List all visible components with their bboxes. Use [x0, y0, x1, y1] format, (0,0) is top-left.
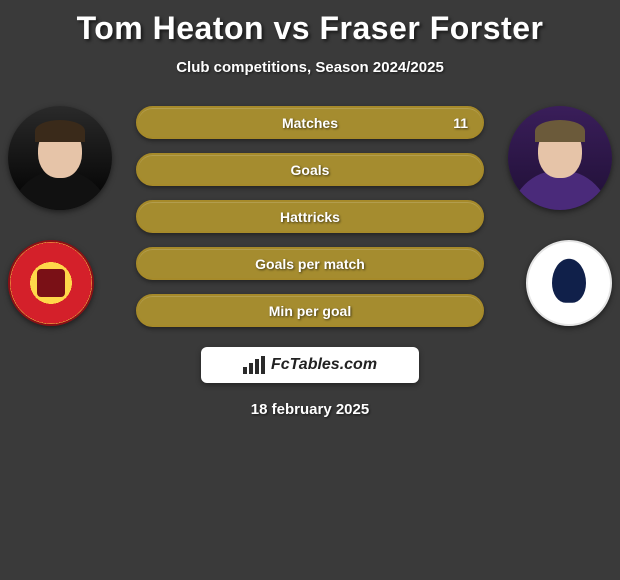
- stat-label: Matches: [282, 115, 338, 131]
- player2-club-logo: [526, 240, 612, 326]
- page-title: Tom Heaton vs Fraser Forster: [0, 0, 620, 47]
- stat-row-matches: Matches 11: [136, 106, 484, 139]
- player2-avatar: [508, 106, 612, 210]
- comparison-content: Matches 11 Goals Hattricks Goals per mat…: [0, 106, 620, 327]
- date-text: 18 february 2025: [0, 401, 620, 418]
- stat-label: Goals: [291, 162, 330, 178]
- right-side: [490, 106, 620, 326]
- branding-text: FcTables.com: [271, 356, 377, 374]
- stat-row-min-per-goal: Min per goal: [136, 294, 484, 327]
- title-vs: vs: [273, 10, 310, 46]
- bar-chart-icon: [243, 356, 265, 374]
- stat-label: Hattricks: [280, 209, 340, 225]
- subtitle: Club competitions, Season 2024/2025: [0, 59, 620, 76]
- left-side: [0, 106, 130, 326]
- player1-avatar: [8, 106, 112, 210]
- title-player2: Fraser Forster: [319, 10, 543, 46]
- stat-label: Goals per match: [255, 256, 365, 272]
- player1-club-logo: [8, 240, 94, 326]
- stat-right-value: 11: [453, 115, 468, 131]
- stat-row-hattricks: Hattricks: [136, 200, 484, 233]
- stat-row-goals-per-match: Goals per match: [136, 247, 484, 280]
- stat-label: Min per goal: [269, 303, 351, 319]
- title-player1: Tom Heaton: [77, 10, 265, 46]
- stat-row-goals: Goals: [136, 153, 484, 186]
- branding-badge[interactable]: FcTables.com: [201, 347, 419, 383]
- stat-bars: Matches 11 Goals Hattricks Goals per mat…: [130, 106, 490, 327]
